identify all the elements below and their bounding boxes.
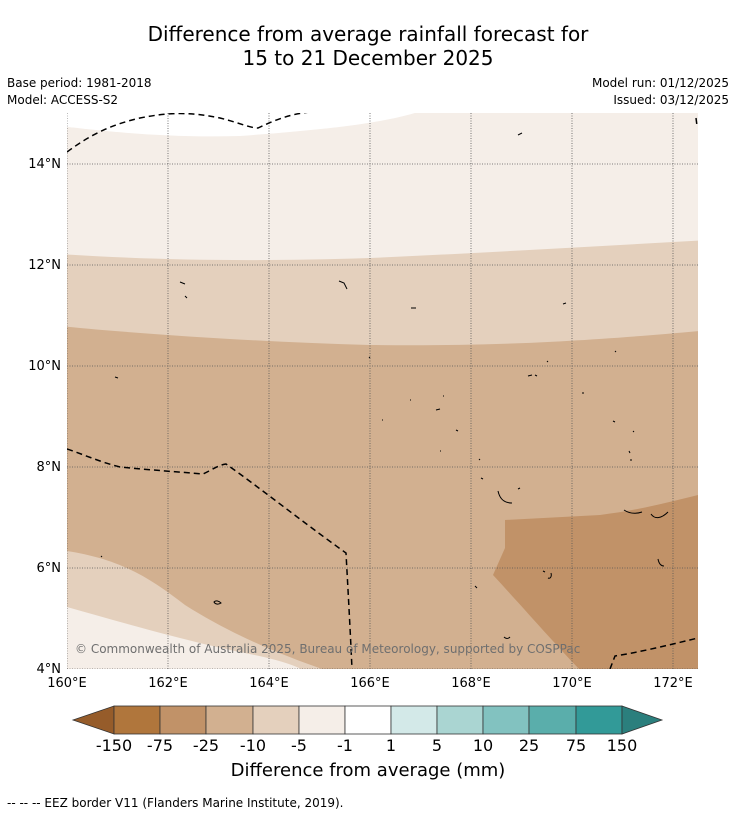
eez-legend-note: -- -- -- EEZ border V11 (Flanders Marine… [7, 796, 344, 810]
anomaly-band-n75-25 [493, 495, 698, 669]
colorbar-label: -150 [95, 736, 133, 755]
colorbar-label: 75 [565, 736, 587, 755]
base-period: Base period: 1981-2018 [7, 76, 152, 90]
meta-right: Model run: 01/12/2025 Issued: 03/12/2025 [592, 75, 729, 109]
colorbar-bin-n25-10 [205, 705, 254, 735]
colorbar-label: -25 [192, 736, 220, 755]
issued-date: Issued: 03/12/2025 [613, 93, 729, 107]
colorbar-bin-p25-75 [528, 705, 577, 735]
colorbar-label: -10 [239, 736, 267, 755]
islands [100, 132, 669, 639]
colorbar-extend-high [621, 705, 664, 735]
colorbar-label: -1 [337, 736, 353, 755]
lon-axis: 160°E 162°E 164°E 166°E 168°E 170°E 172°… [47, 676, 693, 691]
colorbar-bin-p10-25 [482, 705, 530, 735]
meta-left: Base period: 1981-2018 Model: ACCESS-S2 [7, 75, 152, 109]
colorbar-title: Difference from average (mm) [230, 760, 506, 781]
colorbar [71, 705, 664, 735]
eez-borders [67, 113, 698, 669]
lon-label-160: 160°E [47, 676, 87, 691]
lat-label-8: 8°N [37, 460, 62, 475]
lat-label-10: 10°N [28, 359, 61, 374]
colorbar-bin-n1-1 [344, 705, 392, 735]
title-line-1: Difference from average rainfall forecas… [147, 22, 589, 46]
colorbar-label: 25 [518, 736, 540, 755]
colorbar-bin-p1-5 [390, 705, 438, 735]
colorbar-extend-low [71, 705, 115, 735]
colorbar-label: -75 [146, 736, 174, 755]
title-line-2: 15 to 21 December 2025 [242, 46, 494, 70]
anomaly-band-n5-1-south [67, 606, 301, 669]
lat-label-14: 14°N [28, 157, 61, 172]
lat-axis: 4°N 6°N 8°N 10°N 12°N 14°N [28, 157, 61, 677]
lat-label-6: 6°N [37, 561, 62, 576]
graticule [67, 113, 698, 669]
colorbar-bin-p5-10 [436, 705, 484, 735]
model-name: Model: ACCESS-S2 [7, 93, 119, 107]
anomaly-band-n5-1-north [67, 113, 698, 261]
colorbar-label: 1 [385, 736, 397, 755]
colorbar-bin-n10-5 [252, 705, 300, 735]
colorbar-label: 150 [606, 736, 638, 755]
lon-label-166: 166°E [350, 676, 390, 691]
copyright-notice: © Commonwealth of Australia 2025, Bureau… [75, 642, 580, 656]
model-run: Model run: 01/12/2025 [591, 76, 729, 90]
lat-label-4: 4°N [37, 662, 62, 677]
colorbar-bin-n150-75 [113, 705, 161, 735]
colorbar-bin-n75-25 [159, 705, 207, 735]
colorbar-label: -5 [291, 736, 307, 755]
lon-label-162: 162°E [148, 676, 188, 691]
rainfall-map: © Commonwealth of Australia 2025, Bureau… [67, 113, 698, 669]
colorbar-bin-n5-1 [298, 705, 346, 735]
colorbar-bin-p75-150 [575, 705, 623, 735]
lon-label-168: 168°E [451, 676, 491, 691]
colorbar-label: 5 [431, 736, 443, 755]
lon-label-164: 164°E [249, 676, 289, 691]
lon-label-170: 170°E [552, 676, 592, 691]
colorbar-label: 10 [472, 736, 494, 755]
chart-title: Difference from average rainfall forecas… [0, 22, 736, 70]
lon-label-172: 172°E [653, 676, 693, 691]
lat-label-12: 12°N [28, 258, 61, 273]
